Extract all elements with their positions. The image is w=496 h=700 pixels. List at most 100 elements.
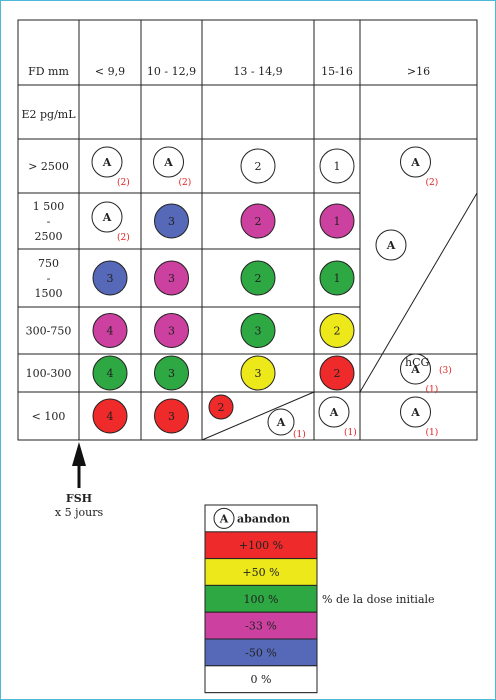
abandon-marker-label: A — [410, 406, 420, 419]
abandon-marker-label: A — [102, 156, 112, 169]
abandon-marker-circle — [318, 396, 350, 428]
dose-marker-label: 3 — [168, 325, 175, 338]
abandon-marker-ref: (2) — [117, 232, 130, 243]
dose-marker-label: 3 — [255, 325, 262, 338]
abandon-marker-label: A — [410, 156, 420, 169]
dose-marker-circle — [319, 355, 355, 391]
dose-marker-label: 3 — [168, 215, 175, 228]
dose-marker-circle — [319, 313, 355, 348]
legend-item-label: -50 % — [245, 646, 277, 659]
dose-marker-circle — [240, 313, 276, 348]
dose-marker-circle — [319, 203, 355, 239]
dose-marker-label: 4 — [107, 367, 114, 380]
column-header: < 9,9 — [95, 65, 125, 78]
dose-marker-label: 3 — [168, 367, 175, 380]
dose-marker-circle — [240, 148, 276, 184]
merged-diagonal — [359, 192, 478, 393]
dose-marker-label: 1 — [334, 160, 341, 173]
column-header: >16 — [407, 65, 430, 78]
dose-marker-circle — [154, 398, 189, 434]
split-abandon-label: A — [276, 416, 286, 429]
legend-swatch — [204, 531, 318, 560]
abandon-marker-circle — [400, 396, 431, 428]
dose-marker-label: 3 — [168, 272, 175, 285]
column-header: 10 - 12,9 — [147, 65, 196, 78]
merged-abandon-label: A — [386, 239, 396, 252]
dose-marker-label: 1 — [334, 215, 341, 228]
split-diagonal — [201, 391, 315, 441]
dose-marker-label: 4 — [107, 325, 114, 338]
split-abandon-ref: (1) — [293, 429, 306, 440]
abandon-marker-ref: (2) — [117, 177, 130, 188]
dose-marker-circle — [154, 203, 189, 239]
fsh-label: FSH — [66, 492, 92, 505]
dose-marker-circle — [240, 203, 276, 239]
abandon-marker-ref: (1) — [426, 384, 439, 395]
row-label-line: 1 500 — [33, 200, 65, 213]
legend-swatch — [204, 558, 318, 586]
legend-abandon-label: abandon — [237, 512, 290, 525]
fsh-subtitle: x 5 jours — [55, 506, 104, 519]
row-label: > 2500 — [28, 160, 69, 173]
legend-item-label: +50 % — [242, 566, 279, 579]
dose-marker-circle — [92, 398, 128, 434]
dose-marker-circle — [154, 260, 189, 296]
legend-side-note: % de la dose initiale — [322, 593, 435, 606]
dose-marker-label: 2 — [255, 160, 262, 173]
dose-marker-circle — [154, 355, 189, 391]
column-header: 15-16 — [321, 65, 353, 78]
dose-marker-label: 3 — [107, 272, 114, 285]
column-header: 13 - 14,9 — [233, 65, 282, 78]
e2-header-label: E2 pg/mL — [21, 108, 76, 121]
legend-abandon-circle — [213, 507, 235, 529]
legend-item-label: 100 % — [244, 593, 279, 606]
row-label: 300-750 — [26, 325, 72, 338]
fsh-arrow-head — [72, 442, 86, 466]
abandon-marker-ref: (1) — [344, 427, 357, 438]
abandon-marker-ref: (2) — [179, 177, 192, 188]
dose-marker-circle — [92, 355, 128, 391]
legend-item-label: -33 % — [245, 620, 277, 633]
dose-marker-label: 1 — [334, 272, 341, 285]
dose-marker-label: 2 — [334, 325, 341, 338]
dose-marker-circle — [319, 148, 355, 184]
abandon-marker-label: A — [329, 406, 339, 419]
row-label-line: 1500 — [35, 287, 63, 300]
merged-abandon-circle — [375, 229, 407, 261]
dose-marker-label: 2 — [255, 215, 262, 228]
row-label-line: 750 — [38, 257, 59, 270]
row-label-line: 2500 — [35, 230, 63, 243]
abandon-marker-circle — [400, 353, 431, 385]
row-label-line: - — [47, 215, 51, 228]
row-label: < 100 — [32, 410, 66, 423]
abandon-marker-circle — [91, 201, 123, 233]
hcg-label: hCG — [405, 356, 429, 369]
abandon-marker-label: A — [410, 363, 420, 376]
dose-marker-label: 4 — [107, 410, 114, 423]
dose-marker-circle — [240, 260, 276, 296]
abandon-marker-label: A — [163, 156, 173, 169]
table-border — [17, 19, 478, 441]
abandon-marker-circle — [91, 146, 123, 178]
split-dose-circle — [208, 394, 234, 420]
legend-swatch — [204, 584, 318, 613]
abandon-marker-ref: (2) — [426, 177, 439, 188]
dose-marker-circle — [240, 355, 276, 391]
legend-item-label: 0 % — [251, 673, 272, 686]
abandon-marker-circle — [400, 146, 431, 178]
dose-marker-label: 3 — [168, 410, 175, 423]
dose-marker-circle — [154, 313, 189, 348]
abandon-marker-circle — [153, 146, 184, 178]
dose-marker-label: 3 — [255, 367, 262, 380]
legend-swatch — [204, 665, 318, 694]
hcg-ref: (3) — [439, 365, 452, 376]
abandon-marker-ref: (1) — [426, 427, 439, 438]
split-abandon-circle — [267, 408, 295, 436]
row-label: 100-300 — [26, 367, 72, 380]
dose-marker-label: 2 — [334, 367, 341, 380]
dose-marker-circle — [319, 260, 355, 296]
dose-marker-label: 2 — [255, 272, 262, 285]
split-dose-label: 2 — [218, 401, 225, 414]
dose-marker-circle — [92, 313, 128, 348]
dose-marker-circle — [92, 260, 128, 296]
